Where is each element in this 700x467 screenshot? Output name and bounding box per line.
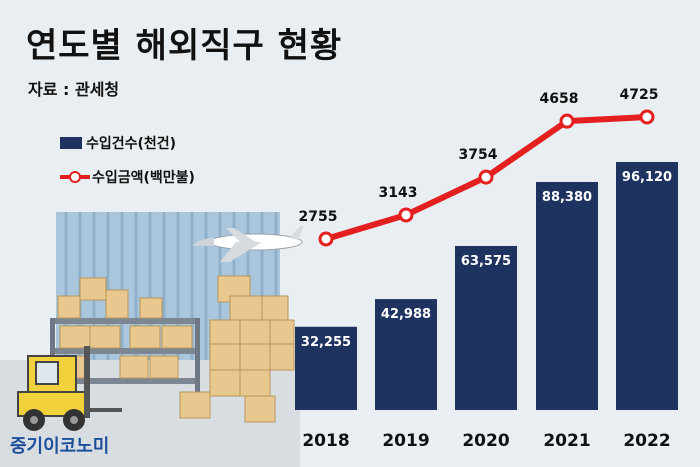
combo-chart: 32,255 42,988 63,575 88,380 96,120 2755 3143 37… [295, 87, 678, 451]
x-tick-label-2020: 2020 [462, 431, 509, 451]
x-tick-label-2022: 2022 [623, 431, 670, 451]
bar-2019 [375, 299, 437, 410]
x-tick-label-2019: 2019 [382, 431, 429, 451]
bar-2020 [455, 245, 517, 410]
bar-2022 [616, 162, 678, 410]
line-point-2022 [639, 109, 655, 125]
legend: 수입건수(천건) 수입금액(백만불) [60, 130, 195, 198]
legend-label-bars: 수입건수(천건) [86, 136, 177, 152]
airplane-illustration [192, 226, 304, 262]
line-value-label-2020: 3754 [459, 147, 498, 163]
brand-logo: 중기이코노미 [10, 436, 110, 457]
legend-label-line: 수입금액(백만불) [92, 170, 195, 186]
warehouse-illustration [0, 212, 304, 467]
bar-2018 [295, 326, 357, 410]
bar-value-label-2018: 32,255 [301, 335, 351, 350]
x-tick-label-2021: 2021 [543, 431, 590, 451]
bar-2021 [536, 181, 598, 410]
line-point-2018 [318, 231, 334, 247]
chart-title: 연도별 해외직구 현황 [26, 26, 343, 66]
line-value-label-2019: 3143 [379, 185, 418, 201]
line-point-2020 [478, 169, 494, 185]
bar-swatch-icon [60, 137, 82, 149]
chart-source: 자료 : 관세청 [28, 80, 120, 99]
legend-item-bars: 수입건수(천건) [60, 130, 195, 156]
x-tick-label-2018: 2018 [302, 431, 349, 451]
bar-value-label-2022: 96,120 [622, 170, 672, 185]
line-point-2021 [559, 113, 575, 129]
line-point-2019 [398, 207, 414, 223]
legend-item-line: 수입금액(백만불) [60, 164, 195, 190]
forklift-illustration [17, 346, 122, 431]
cardboard-boxes [57, 275, 295, 423]
bar-value-label-2019: 42,988 [381, 307, 431, 322]
line-value-label-2018: 2755 [299, 209, 338, 225]
line-swatch-icon [60, 170, 90, 184]
bar-value-label-2021: 88,380 [542, 190, 592, 205]
bar-value-label-2020: 63,575 [461, 254, 511, 269]
line-value-label-2022: 4725 [620, 87, 659, 103]
line-value-label-2021: 4658 [540, 91, 579, 107]
